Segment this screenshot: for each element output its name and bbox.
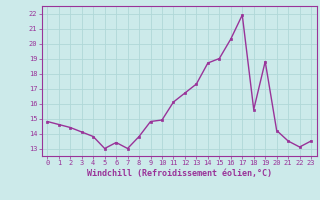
- X-axis label: Windchill (Refroidissement éolien,°C): Windchill (Refroidissement éolien,°C): [87, 169, 272, 178]
